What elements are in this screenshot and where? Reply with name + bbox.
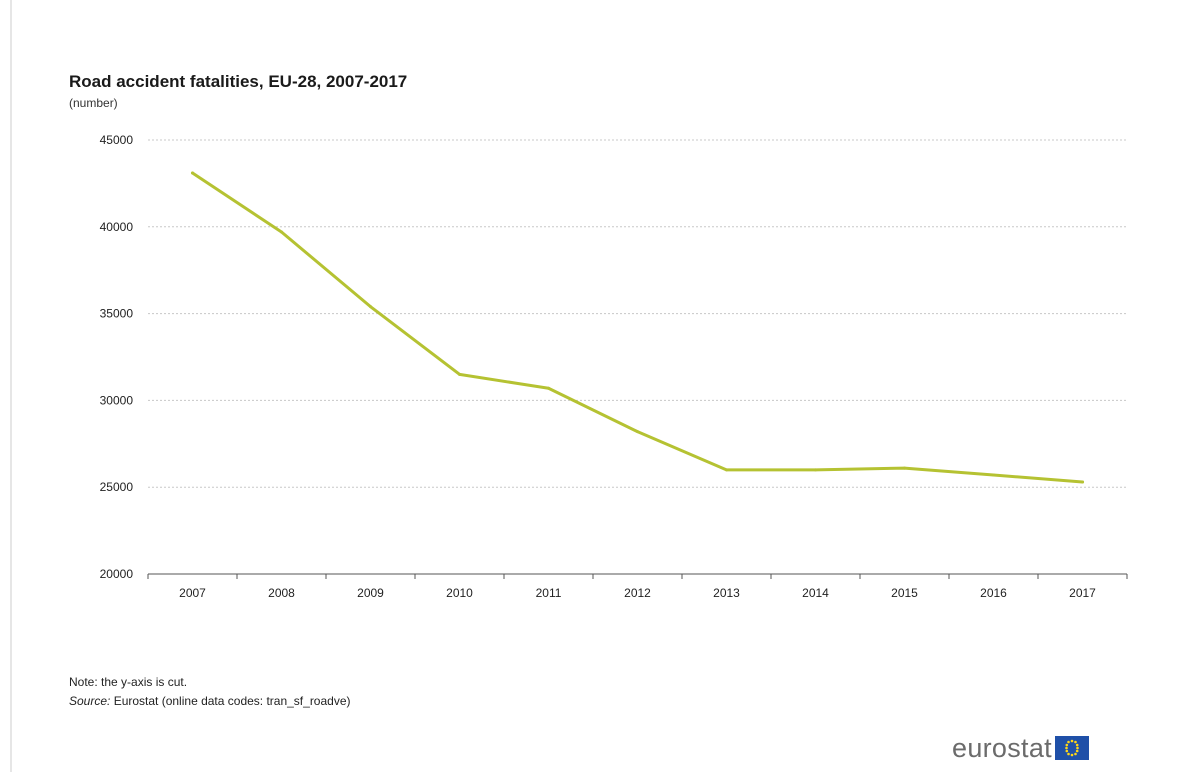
x-axis: 2007 2008 2009 2010 2011 2012 2013 2014 2015 2016… [147, 573, 1128, 600]
chart-title: Road accident fatalities, EU-28, 2007-20… [69, 72, 408, 91]
data-point [1081, 480, 1084, 484]
data-point [458, 372, 461, 376]
chart-source: Source: Eurostat (online data codes: tra… [69, 694, 351, 708]
data-point [992, 473, 995, 477]
x-tick-label: 2009 [357, 586, 384, 600]
x-tick-label: 2011 [536, 586, 562, 600]
chart-unit: (number) [69, 96, 118, 110]
data-point [636, 430, 639, 434]
chart-note: Note: the y-axis is cut. [69, 675, 188, 689]
y-tick-label: 40000 [100, 220, 134, 234]
data-point [903, 466, 906, 470]
x-tick-label: 2007 [179, 586, 206, 600]
data-point [369, 305, 372, 309]
y-tick-label: 30000 [100, 393, 134, 407]
left-divider [10, 0, 12, 772]
y-tick-label: 35000 [100, 307, 134, 321]
source-label: Source: [69, 694, 111, 708]
data-point [280, 230, 283, 234]
series-layer [191, 171, 1084, 484]
y-tick-label: 45000 [100, 133, 134, 147]
series-line [191, 171, 1084, 484]
x-tick-label: 2013 [713, 586, 740, 600]
x-tick-label: 2010 [446, 586, 473, 600]
source-text: Eurostat (online data codes: tran_sf_roa… [110, 694, 351, 708]
data-point [547, 386, 550, 390]
x-tick-label: 2016 [980, 586, 1007, 600]
eurostat-logo: eurostat [952, 733, 1089, 763]
y-tick-label: 25000 [100, 480, 134, 494]
y-axis: 20000 25000 30000 35000 40000 45000 [100, 133, 134, 581]
grid-lines [148, 139, 1127, 488]
eu-flag-icon [1054, 736, 1089, 760]
logo-text: eurostat [952, 732, 1052, 763]
data-point [814, 468, 817, 472]
x-tick-label: 2014 [802, 586, 829, 600]
x-tick-label: 2015 [891, 586, 918, 600]
x-tick-label: 2008 [268, 586, 295, 600]
y-tick-label: 20000 [100, 567, 134, 581]
data-point [725, 468, 728, 472]
x-tick-label: 2012 [624, 586, 651, 600]
data-point [191, 171, 194, 175]
x-tick-label: 2017 [1069, 586, 1096, 600]
